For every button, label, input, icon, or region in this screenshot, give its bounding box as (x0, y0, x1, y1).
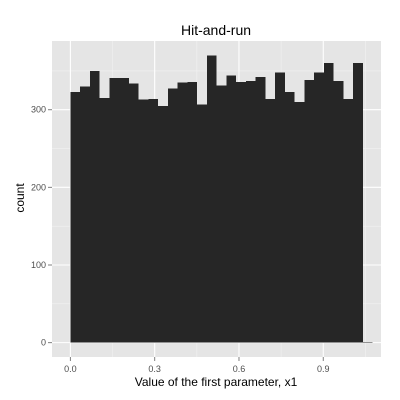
histogram-bar (314, 72, 324, 343)
y-tick-label: 0 (41, 338, 46, 348)
histogram-bar (284, 91, 295, 343)
y-axis-ticks: 0 100 200 300 (31, 105, 52, 348)
y-tick-label: 300 (31, 105, 46, 115)
histogram-bar (294, 101, 305, 343)
histogram-bar (138, 99, 149, 343)
x-tick-label: 0.0 (64, 364, 77, 374)
histogram-bar (304, 80, 315, 343)
histogram-bar (70, 91, 81, 343)
histogram-bar (148, 98, 159, 343)
histogram-bar (187, 81, 198, 343)
histogram-bar (362, 341, 373, 343)
y-tick-label: 200 (31, 182, 46, 192)
histogram-bar (343, 98, 354, 343)
histogram-bar (245, 80, 256, 343)
histogram-bar (216, 85, 227, 343)
x-tick-label: 0.6 (233, 364, 246, 374)
histogram-bar (275, 72, 285, 343)
histogram-bars (70, 55, 373, 343)
histogram-bar (177, 82, 188, 343)
histogram-bar (323, 63, 334, 343)
histogram-bar (158, 105, 168, 343)
x-tick-label: 0.3 (148, 364, 161, 374)
y-axis-title: count (13, 183, 27, 213)
x-tick-label: 0.9 (317, 364, 330, 374)
histogram-bar (80, 86, 90, 343)
chart-title: Hit-and-run (181, 22, 251, 38)
x-axis-title: Value of the first parameter, x1 (135, 375, 298, 389)
histogram-bar (333, 80, 344, 343)
histogram-bar (99, 98, 110, 343)
histogram-bar (226, 75, 237, 343)
histogram-bar (255, 77, 266, 343)
histogram-bar (109, 77, 120, 343)
histogram-bar (206, 55, 217, 343)
x-axis-ticks: 0.0 0.3 0.6 0.9 (64, 357, 330, 374)
y-tick-label: 100 (31, 260, 46, 270)
histogram-bar (265, 98, 276, 343)
histogram-bar (236, 81, 246, 343)
histogram-bar (119, 77, 129, 343)
histogram-bar (197, 104, 207, 343)
histogram-bar (167, 88, 178, 343)
histogram-bar (128, 83, 139, 343)
histogram-bar (89, 70, 100, 343)
histogram-bar (353, 63, 363, 343)
